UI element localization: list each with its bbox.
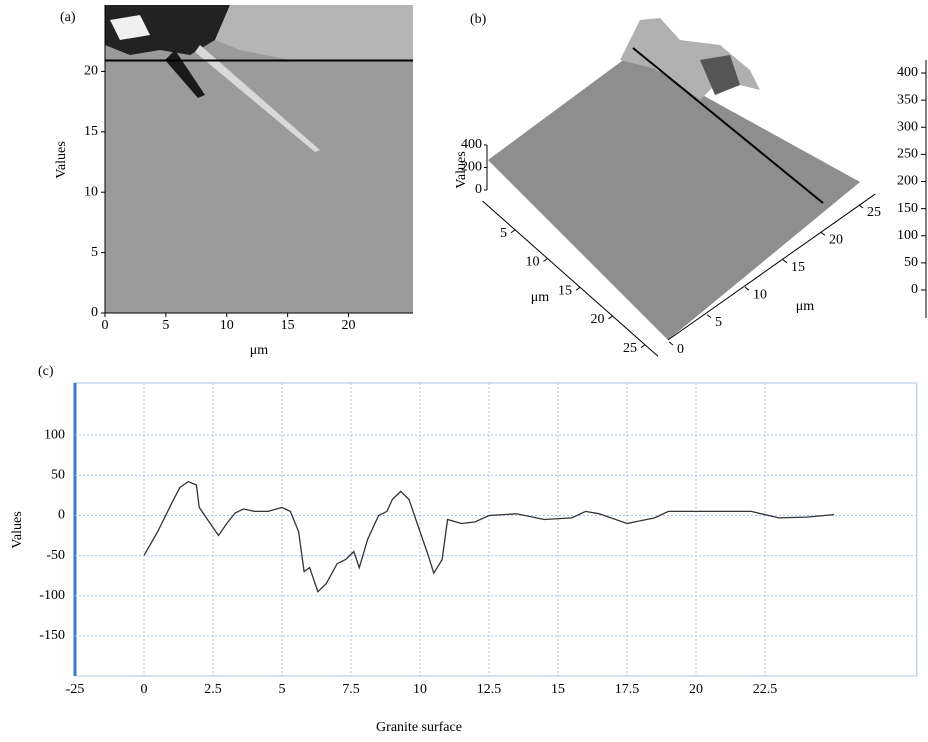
y-tick-label: 20: [84, 64, 98, 79]
x-tick-label: 17.5: [615, 682, 640, 697]
x-tick: [543, 258, 548, 262]
x-tick-label: 5: [279, 682, 286, 697]
x-axis-label: μm: [250, 343, 269, 358]
z-axis-label: Values: [454, 151, 469, 188]
light-streak: [195, 45, 320, 152]
y-axis-label: Values: [54, 141, 69, 178]
surface-plane: [488, 55, 860, 340]
x-tick: [575, 286, 581, 291]
y-tick-label: -50: [46, 548, 65, 563]
z-tick-label: 200: [461, 160, 482, 175]
z-tick-label: 0: [475, 182, 482, 197]
y-tick-label: 10: [84, 184, 98, 199]
afm-image: [105, 5, 413, 313]
x-tick-label: 10: [526, 255, 540, 270]
y-tick-label: 0: [677, 342, 684, 357]
x-tick: [640, 344, 646, 349]
x-tick-label: 2.5: [204, 682, 222, 697]
panel-label: (c): [38, 364, 54, 379]
y-tick: [782, 259, 788, 264]
surface-shadow: [700, 55, 740, 95]
x-axis: [482, 200, 659, 357]
z-tick-label: 400: [461, 137, 482, 152]
y-tick-label: 5: [715, 315, 722, 330]
x-tick-label: 15: [281, 318, 295, 333]
surface-3d: [488, 18, 927, 340]
panel-label: (a): [60, 10, 76, 25]
colorbar-tick-label: 50: [904, 255, 918, 270]
x-tick-label: 15: [558, 283, 572, 298]
colorbar-tick-label: 200: [897, 174, 918, 189]
x-tick: [608, 315, 613, 320]
y-tick-label: 50: [51, 468, 65, 483]
y-tick: [820, 231, 826, 236]
x-tick-label: 0: [102, 318, 109, 333]
x-tick-label: 5: [162, 318, 169, 333]
colorbar-tick-label: 300: [897, 119, 918, 134]
colorbar-tick-label: 350: [897, 92, 918, 107]
x-tick-label: -25: [66, 682, 85, 697]
y-tick-label: 25: [867, 205, 881, 220]
y-tick: [744, 286, 750, 291]
colorbar-tick-label: 250: [897, 147, 918, 162]
x-tick-label: 20: [341, 318, 355, 333]
x-tick-label: 15: [551, 682, 565, 697]
colorbar-tick-label: 0: [911, 282, 918, 297]
y-tick: [668, 341, 674, 346]
y-tick: [706, 314, 712, 319]
y-tick-label: -150: [39, 628, 65, 643]
y-tick-label: 20: [829, 233, 843, 248]
x-tick-label: 5: [500, 226, 507, 241]
y-axis-label: μm: [796, 299, 815, 314]
x-tick-label: 10: [220, 318, 234, 333]
x-tick-label: 20: [591, 312, 605, 327]
x-tick-label: 10: [413, 682, 427, 697]
y-tick-label: 0: [58, 508, 65, 523]
x-tick-label: 7.5: [342, 682, 360, 697]
y-tick-label: -100: [39, 588, 65, 603]
x-tick-label: 22.5: [753, 682, 778, 697]
x-tick-label: 0: [141, 682, 148, 697]
y-tick-label: 100: [44, 427, 65, 442]
x-tick-label: 25: [623, 341, 637, 356]
y-tick-label: 15: [791, 260, 805, 275]
plot-frame: [74, 382, 918, 677]
y-tick-label: 5: [91, 245, 98, 260]
colorbar-tick-label: 150: [897, 201, 918, 216]
x-tick: [510, 229, 516, 234]
x-tick-label: 12.5: [477, 682, 502, 697]
dark-streak: [165, 50, 205, 98]
colorbar-tick-label: 400: [897, 65, 918, 80]
x-tick-label: 20: [689, 682, 703, 697]
y-tick-label: 15: [84, 124, 98, 139]
light-region: [215, 5, 413, 62]
profile-line: [632, 47, 824, 204]
panel-label: (b): [470, 12, 487, 27]
colorbar-tick-label: 100: [897, 228, 918, 243]
y-tick-label: 0: [91, 305, 98, 320]
y-axis: [667, 193, 876, 341]
bright-spot: [110, 15, 150, 40]
y-tick: [858, 204, 864, 209]
x-axis-label: Granite surface: [376, 720, 462, 735]
y-axis-label: Values: [10, 511, 25, 548]
y-tick-label: 10: [753, 287, 767, 302]
x-axis-label: μm: [531, 290, 550, 305]
profile-line: [143, 480, 835, 593]
